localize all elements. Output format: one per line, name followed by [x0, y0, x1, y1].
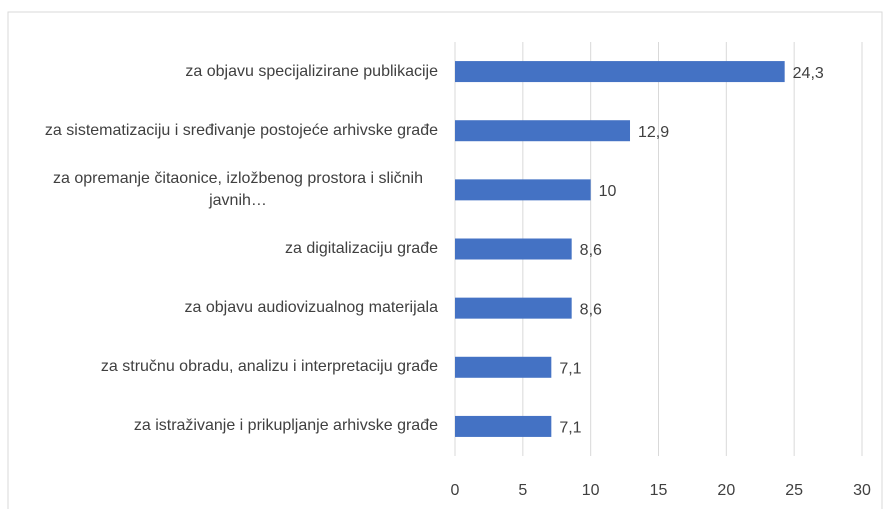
bar: [455, 179, 591, 201]
data-label: 7,1: [559, 361, 581, 378]
data-label: 7,1: [559, 420, 581, 437]
bar: [455, 297, 572, 319]
bar: [455, 238, 572, 260]
y-tick-label: za stručnu obradu, analizu i interpretac…: [100, 358, 438, 376]
x-tick-label: 20: [717, 482, 735, 499]
chart-border: [7, 11, 883, 509]
x-tick-label: 15: [650, 482, 668, 499]
bar: [455, 120, 631, 142]
y-tick-label: za objavu audiovizualnog materijala: [184, 299, 439, 317]
data-label: 24,3: [793, 65, 824, 82]
data-label: 12,9: [638, 124, 669, 141]
data-label: 10: [599, 183, 617, 200]
bar: [455, 415, 552, 437]
x-tick-label: 25: [785, 482, 803, 499]
x-tick-label: 30: [853, 482, 871, 499]
x-tick-label: 0: [451, 482, 460, 499]
y-tick-label: za istraživanje i prikupljanje arhivske …: [133, 417, 438, 435]
y-tick-label: za objavu specijalizirane publikacije: [185, 62, 438, 80]
bar: [455, 356, 552, 378]
data-label: 8,6: [580, 242, 602, 259]
x-tick-label: 10: [582, 482, 600, 499]
y-tick-label: za sistematizaciju i sređivanje postojeć…: [44, 121, 438, 139]
data-label: 8,6: [580, 301, 602, 318]
x-tick-label: 5: [518, 482, 527, 499]
bar: [455, 61, 785, 83]
y-tick-label: za opremanje čitaonice, izložbenog prost…: [53, 169, 423, 209]
y-tick-label: za digitalizaciju građe: [285, 240, 438, 257]
